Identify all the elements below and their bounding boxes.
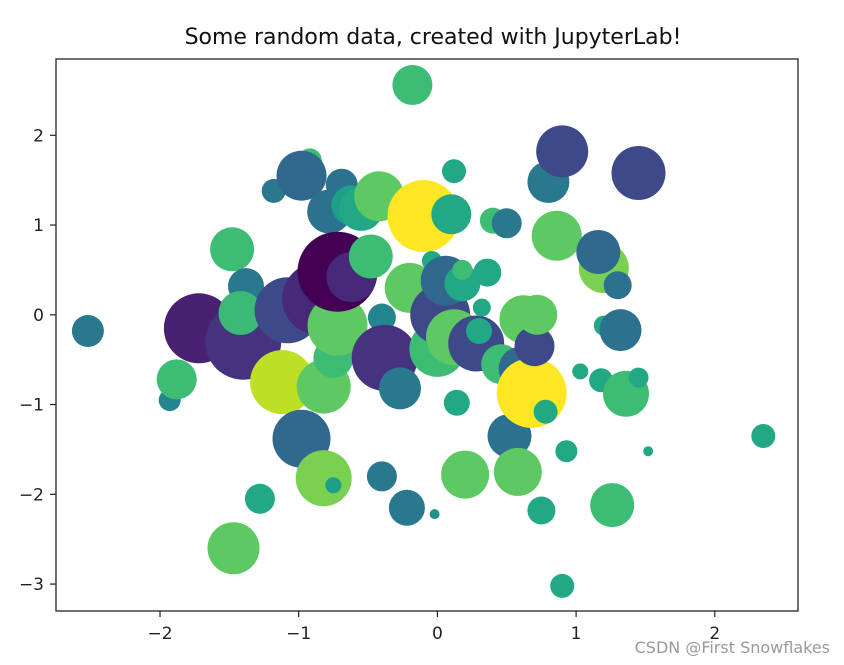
- scatter-point: [441, 450, 490, 499]
- scatter-point: [493, 447, 542, 496]
- scatter-point: [472, 298, 491, 317]
- scatter-point: [628, 367, 649, 388]
- scatter-point: [325, 477, 342, 494]
- y-tick-label: 0: [33, 306, 44, 326]
- scatter-point: [496, 357, 567, 428]
- scatter-point: [429, 509, 440, 520]
- x-tick-label: −2: [147, 624, 172, 644]
- scatter-point: [250, 350, 315, 415]
- scatter-point: [611, 146, 666, 200]
- scatter-point: [550, 573, 575, 598]
- scatter-point: [751, 424, 776, 448]
- watermark-text: CSDN @First Snowflakes: [634, 638, 830, 657]
- y-tick-label: 2: [33, 126, 44, 146]
- scatter-point: [473, 258, 502, 287]
- scatter-point: [452, 259, 473, 280]
- scatter-point: [207, 522, 260, 575]
- scatter-point: [444, 265, 481, 302]
- scatter-point: [307, 295, 368, 356]
- x-axis-ticks: −2 −1 0 1 2: [147, 611, 720, 644]
- y-tick-label: 1: [33, 216, 44, 236]
- scatter-point: [431, 194, 472, 235]
- plot-frame: [55, 58, 799, 612]
- scatter-point: [210, 227, 255, 272]
- scatter-point: [388, 489, 425, 526]
- scatter-point: [517, 294, 558, 335]
- scatter-point: [514, 326, 555, 367]
- scatter-point: [599, 309, 642, 352]
- y-axis-ticks: −3 −2 −1 0 1 2: [19, 126, 56, 595]
- scatter-point: [218, 291, 263, 335]
- y-tick-label: −2: [19, 485, 44, 505]
- scatter-point: [527, 496, 556, 525]
- scatter-point: [156, 359, 197, 400]
- scatter-point: [379, 367, 421, 410]
- scatter-point: [392, 65, 433, 105]
- x-tick-label: 0: [432, 624, 443, 644]
- scatter-point: [348, 234, 393, 279]
- scatter-point: [590, 483, 635, 528]
- scatter-point: [603, 271, 632, 300]
- scatter-point: [276, 150, 327, 201]
- scatter-point: [536, 125, 589, 178]
- scatter-point: [367, 303, 396, 332]
- scatter-point: [71, 315, 104, 347]
- x-tick-label: −1: [286, 624, 311, 644]
- x-tick-label: 2: [709, 624, 720, 644]
- scatter-point: [531, 210, 582, 261]
- scatter-point: [491, 208, 522, 239]
- scatter-point: [295, 450, 352, 507]
- points-layer: [71, 65, 776, 598]
- scatter-point: [466, 318, 492, 344]
- y-tick-label: −3: [19, 575, 44, 595]
- y-tick-label: −1: [19, 396, 44, 416]
- scatter-point: [643, 446, 654, 457]
- x-tick-label: 1: [571, 624, 582, 644]
- scatter-point: [576, 230, 621, 274]
- scatter-point: [366, 461, 397, 492]
- scatter-point: [555, 440, 578, 463]
- scatter-point: [533, 399, 558, 424]
- scatter-point: [244, 483, 275, 514]
- scatter-point: [442, 159, 466, 184]
- chart-title: Some random data, created with JupyterLa…: [185, 25, 682, 50]
- scatter-point: [443, 389, 470, 416]
- scatter-point: [572, 363, 589, 380]
